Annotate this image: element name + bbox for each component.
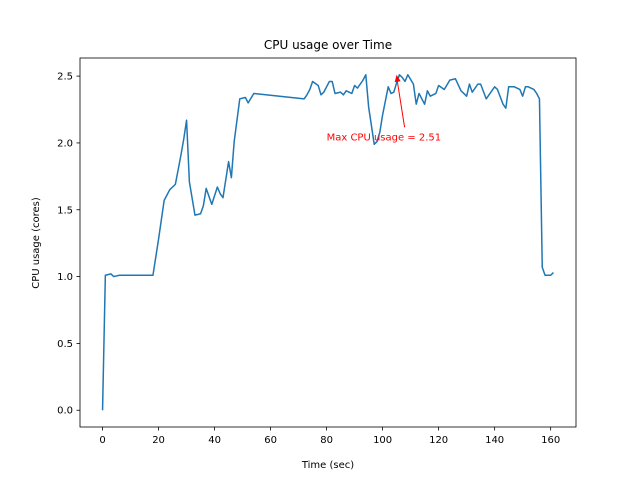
x-tick-label: 0 xyxy=(99,435,105,446)
series-line xyxy=(101,74,554,411)
axes-frame xyxy=(79,57,577,428)
x-tick-label: 20 xyxy=(152,435,165,446)
y-tick-label: 1.0 xyxy=(57,272,73,283)
y-tick-label: 1.5 xyxy=(57,205,73,216)
x-tick-label: 100 xyxy=(373,435,392,446)
y-tick-label: 2.5 xyxy=(57,72,73,83)
x-tick-label: 40 xyxy=(208,435,221,446)
x-tick-label: 60 xyxy=(264,435,277,446)
x-tick-label: 160 xyxy=(541,435,560,446)
annotation-arrowhead xyxy=(394,74,401,83)
x-tick-label: 80 xyxy=(320,435,333,446)
x-tick-label: 120 xyxy=(429,435,448,446)
y-tick-label: 0.5 xyxy=(57,339,73,350)
x-axis-label: Time (sec) xyxy=(301,460,354,471)
y-axis-label: CPU usage (cores) xyxy=(31,197,42,289)
y-tick-label: 2.0 xyxy=(57,138,73,149)
annotation-text: Max CPU usage = 2.51 xyxy=(327,132,442,143)
plot-area: 0 20 40 60 80 100 120 140 160 0.0 0.5 1.0 1.5 2.0 2.5 xyxy=(57,57,577,446)
y-tick-label: 0.0 xyxy=(57,406,73,417)
x-tick-label: 140 xyxy=(485,435,504,446)
annotation-arrow xyxy=(396,76,406,128)
chart-title: CPU usage over Time xyxy=(264,38,392,52)
